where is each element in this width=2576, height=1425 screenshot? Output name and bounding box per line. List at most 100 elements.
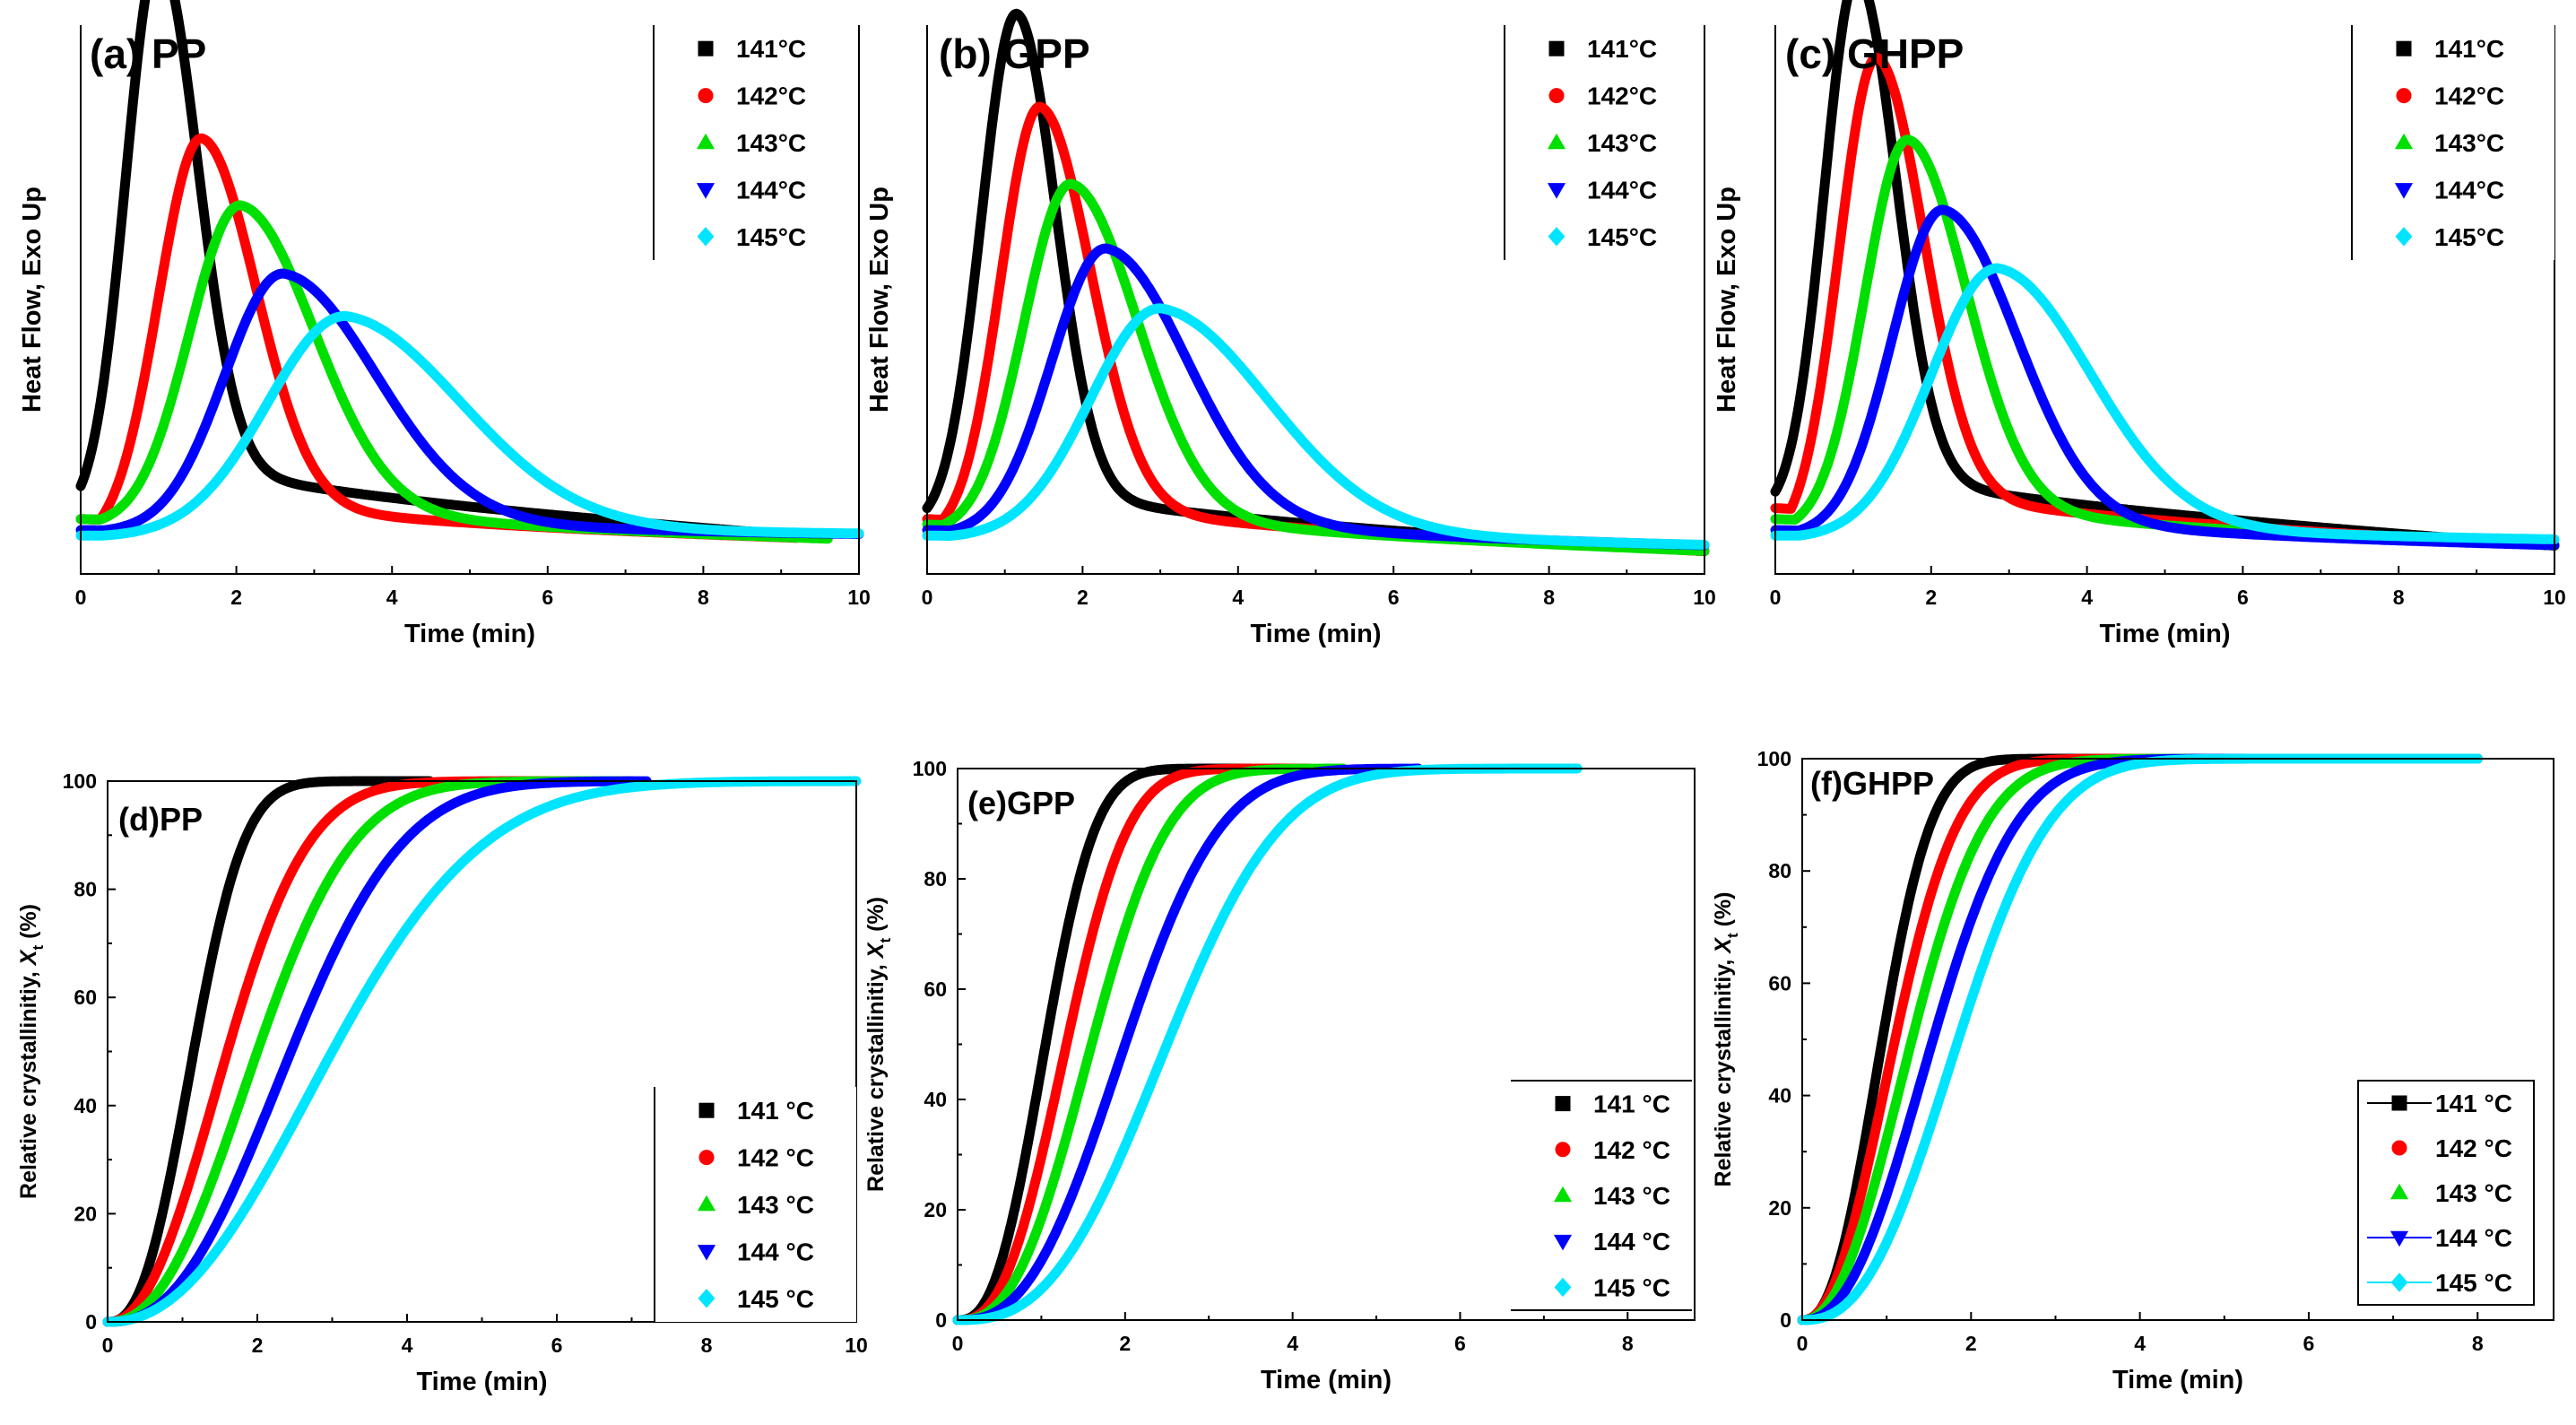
series-line-a-4 <box>75 310 864 541</box>
x-tick-label-a-3: 6 <box>542 586 553 609</box>
legend-label-a-4: 145°C <box>736 223 806 251</box>
legend-label-b-4: 145°C <box>1587 223 1657 251</box>
legend-label-a-2: 143°C <box>736 129 806 157</box>
legend-bg-a <box>654 25 858 260</box>
legend-label-d-3: 144 °C <box>737 1238 814 1265</box>
panel-label-e: (e)GPP <box>967 785 1075 821</box>
legend-marker-f-2 <box>2390 1183 2409 1200</box>
legend-marker-d-3 <box>697 1245 716 1261</box>
legend-a: 141°C 142°C 143°C 144°C 145°C <box>653 25 858 260</box>
y-tick-label-d-1: 20 <box>74 1202 97 1225</box>
x-axis-label-e: Time (min) <box>1261 1366 1392 1395</box>
x-axis-label-a: Time (min) <box>404 620 535 648</box>
series-line-d-1 <box>102 776 607 1327</box>
y-axis-label-f: Relative crystallinitiy, Xt (%) <box>1711 892 1741 1187</box>
legend-b: 141°C 142°C 143°C 144°C 145°C <box>1504 25 1702 260</box>
panel-b: 0 2 4 6 8 10 Time (min) Heat Flow, Exo Up (b) GP… <box>865 8 1716 648</box>
legend-label-c-4: 145°C <box>2434 223 2504 251</box>
legend-c: 141°C 142°C 143°C 144°C 145°C <box>2351 25 2554 260</box>
x-tick-label-b-5: 10 <box>1693 586 1716 609</box>
legend-marker-b-1 <box>1548 88 1565 104</box>
legend-label-f-2: 143 °C <box>2435 1179 2512 1207</box>
panel-label-f: (f)GHPP <box>1810 765 1934 802</box>
legend-marker-e-3 <box>1553 1234 1573 1251</box>
x-tick-label-d-2: 4 <box>402 1334 413 1357</box>
legend-marker-c-3 <box>2394 183 2414 199</box>
legend-marker-b-4 <box>1548 227 1566 247</box>
legend-label-f-4: 145 °C <box>2435 1269 2512 1297</box>
y-tick-label-f-5: 100 <box>1757 747 1791 770</box>
legend-marker-e-2 <box>1553 1186 1573 1203</box>
y-tick-label-d-3: 60 <box>74 986 97 1009</box>
legend-label-a-0: 141°C <box>736 35 806 63</box>
legend-label-e-4: 145 °C <box>1593 1273 1670 1301</box>
y-tick-label-d-5: 100 <box>63 769 97 793</box>
x-tick-label-c-5: 10 <box>2543 586 2566 609</box>
x-tick-label-a-5: 10 <box>847 586 871 609</box>
x-tick-label-b-4: 8 <box>1543 586 1555 609</box>
y-axis-label-b: Heat Flow, Exo Up <box>865 187 894 413</box>
legend-f: 141 °C 142 °C 143 °C 144 °C 145 °C <box>2357 1080 2535 1306</box>
x-tick-label-a-1: 2 <box>230 586 242 609</box>
y-axis-label-c: Heat Flow, Exo Up <box>1713 187 1741 413</box>
x-tick-label-d-4: 8 <box>701 1334 713 1357</box>
y-tick-label-d-0: 0 <box>85 1310 97 1334</box>
y-tick-label-d-2: 40 <box>74 1094 97 1117</box>
y-tick-label-f-0: 0 <box>1780 1308 1791 1332</box>
legend-marker-c-2 <box>2394 133 2414 150</box>
legend-label-b-1: 142°C <box>1587 83 1657 110</box>
legend-label-e-2: 143 °C <box>1593 1182 1670 1210</box>
x-tick-label-c-1: 2 <box>1925 586 1937 609</box>
legend-e: 141 °C 142 °C 143 °C 144 °C 145 °C <box>1511 1080 1692 1311</box>
legend-marker-e-4 <box>1554 1277 1572 1298</box>
y-tick-label-f-1: 20 <box>1768 1196 1791 1220</box>
legend-label-c-3: 144°C <box>2434 176 2504 204</box>
x-tick-label-b-2: 4 <box>1232 586 1244 609</box>
legend-marker-e-1 <box>1555 1142 1571 1158</box>
x-tick-label-d-5: 10 <box>845 1334 868 1357</box>
x-tick-label-f-2: 4 <box>2134 1332 2146 1355</box>
series-line-d-2 <box>102 776 637 1327</box>
y-tick-label-d-4: 80 <box>74 878 97 901</box>
x-tick-label-a-2: 4 <box>386 586 398 609</box>
legend-label-d-0: 141 °C <box>737 1097 814 1125</box>
x-tick-label-a-4: 8 <box>698 586 709 609</box>
legend-label-d-4: 145 °C <box>737 1285 814 1313</box>
legend-marker-a-3 <box>696 183 716 199</box>
x-tick-label-e-0: 0 <box>952 1332 964 1355</box>
y-axis-label-e: Relative crystallinitiy, Xt (%) <box>863 897 894 1192</box>
legend-bg-d <box>655 1087 856 1322</box>
x-tick-label-f-0: 0 <box>1797 1332 1808 1355</box>
legend-marker-f-4 <box>2390 1273 2408 1292</box>
legend-label-d-1: 142 °C <box>737 1144 814 1172</box>
legend-label-d-2: 143 °C <box>737 1191 814 1219</box>
legend-bg-c <box>2352 25 2554 260</box>
y-tick-label-e-1: 20 <box>924 1198 947 1221</box>
x-tick-label-f-3: 6 <box>2303 1332 2315 1355</box>
legend-border-f <box>2357 1080 2535 1306</box>
x-tick-label-f-1: 2 <box>1965 1332 1977 1355</box>
panel-label-d: (d)PP <box>118 801 203 838</box>
legend-marker-f-1 <box>2391 1140 2407 1156</box>
x-tick-label-d-1: 2 <box>252 1334 264 1357</box>
y-tick-label-e-3: 60 <box>924 978 947 1001</box>
x-tick-label-d-0: 0 <box>102 1334 114 1357</box>
legend-label-b-0: 141°C <box>1587 35 1657 63</box>
legend-marker-a-0 <box>698 40 714 56</box>
x-axis-label-b: Time (min) <box>1250 620 1381 648</box>
legend-marker-a-1 <box>698 88 714 104</box>
legend-label-a-3: 144°C <box>736 176 806 204</box>
panel-label-c: (c) GHPP <box>1785 30 1964 77</box>
x-tick-label-f-4: 8 <box>2472 1332 2484 1355</box>
x-tick-label-a-0: 0 <box>75 586 87 609</box>
series-line-b-3 <box>922 243 1710 551</box>
legend-marker-c-1 <box>2396 88 2412 104</box>
legend-marker-c-0 <box>2396 40 2412 56</box>
legend-marker-f-3 <box>2390 1230 2409 1247</box>
panel-c: 0 2 4 6 8 10 Time (min) Heat Flow, Exo Up (c) GH… <box>1713 0 2566 648</box>
x-axis-label-d: Time (min) <box>416 1368 547 1396</box>
legend-label-e-1: 142 °C <box>1593 1136 1670 1164</box>
x-axis-label-f: Time (min) <box>2112 1366 2243 1395</box>
